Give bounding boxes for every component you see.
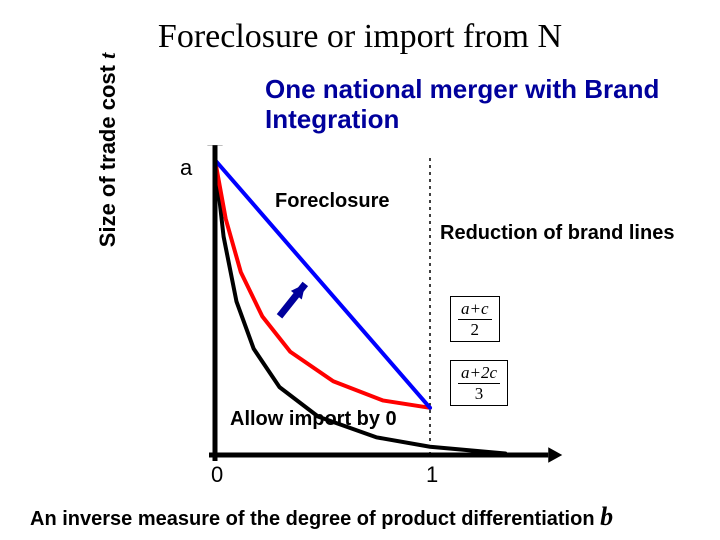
- chart-plot: [160, 145, 700, 490]
- y-axis-label: Size of trade cost t: [95, 0, 121, 300]
- x-axis-label-var: b: [600, 502, 613, 531]
- y-axis-label-var: t: [95, 53, 120, 59]
- x-axis-label: An inverse measure of the degree of prod…: [30, 502, 690, 532]
- x-axis-label-text: An inverse measure of the degree of prod…: [30, 508, 600, 530]
- y-axis-label-text: Size of trade cost: [95, 59, 120, 247]
- slide-subtitle: One national merger with Brand Integrati…: [265, 75, 705, 135]
